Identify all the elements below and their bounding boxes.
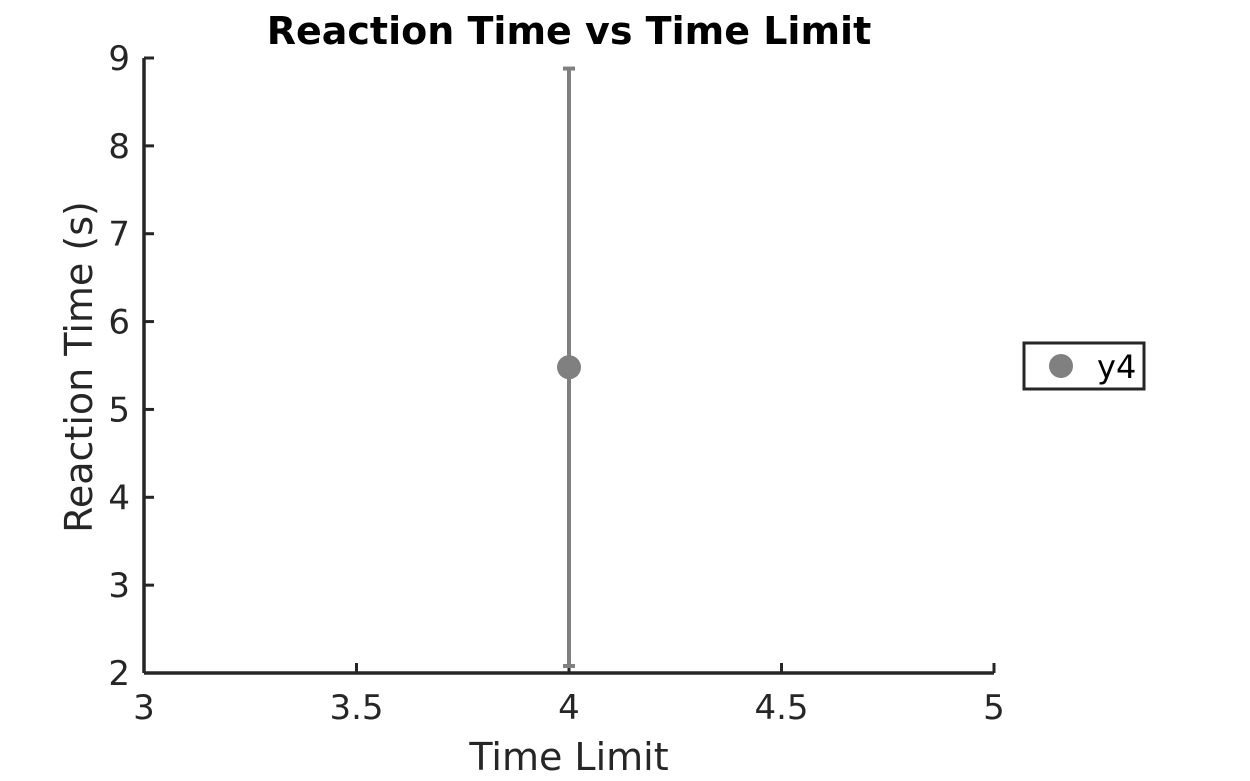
x-tick-label: 4 (558, 688, 580, 728)
y-tick-label: 8 (108, 127, 130, 167)
legend-marker-y4 (1049, 354, 1073, 378)
legend-box (1022, 341, 1146, 391)
x-tick-label: 4.5 (754, 688, 808, 728)
y-axis-title: Reaction Time (s) (57, 201, 101, 533)
chart-title: Reaction Time vs Time Limit (267, 9, 872, 53)
x-tick-label: 5 (983, 688, 1005, 728)
legend: y4 (1022, 341, 1146, 391)
x-tick-label: 3 (133, 688, 155, 728)
y-tick-label: 4 (108, 478, 130, 518)
x-axis-ticks: 3 3.5 4 4.5 5 (133, 663, 1005, 728)
data-point (557, 355, 581, 380)
x-axis-title: Time Limit (468, 735, 668, 779)
y-tick-label: 6 (108, 303, 130, 343)
y-tick-label: 5 (108, 390, 130, 430)
plot-marks (557, 66, 581, 668)
y-tick-label: 2 (108, 654, 130, 694)
y-tick-label: 3 (108, 566, 130, 606)
y-tick-label: 7 (108, 215, 130, 255)
y-tick-label: 9 (108, 39, 130, 79)
legend-label-y4: y4 (1097, 348, 1136, 386)
y-axis-ticks: 2 3 4 5 6 7 8 9 (108, 39, 154, 694)
x-tick-label: 3.5 (329, 688, 383, 728)
